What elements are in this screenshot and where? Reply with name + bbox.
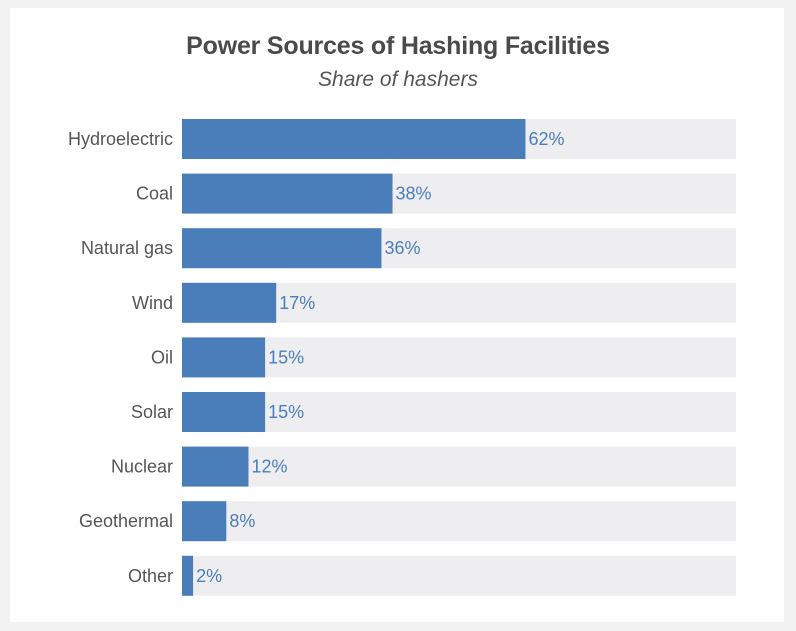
bar-geothermal	[182, 501, 227, 542]
value-label-solar: 15%	[268, 402, 304, 422]
category-label-other: Other	[128, 566, 173, 586]
value-label-oil: 15%	[268, 347, 304, 367]
value-label-nuclear: 12%	[251, 457, 287, 477]
bar-wind	[182, 282, 277, 323]
bar-track-geothermal	[182, 501, 736, 542]
value-label-coal: 38%	[396, 184, 432, 204]
bar-track-oil	[182, 337, 736, 378]
bar-hydroelectric	[182, 119, 526, 159]
bar-nuclear	[182, 446, 249, 487]
category-label-geothermal: Geothermal	[79, 511, 173, 531]
value-label-geothermal: 8%	[229, 511, 255, 531]
category-label-oil: Oil	[151, 347, 173, 367]
category-label-wind: Wind	[132, 293, 173, 313]
bar-track-solar	[182, 392, 736, 432]
category-label-hydroelectric: Hydroelectric	[68, 129, 173, 149]
bar-oil	[182, 337, 266, 378]
value-label-other: 2%	[196, 566, 222, 586]
category-label-solar: Solar	[131, 402, 173, 422]
value-label-natural-gas: 36%	[384, 238, 420, 258]
bar-track-nuclear	[182, 446, 736, 487]
category-label-natural-gas: Natural gas	[81, 238, 173, 258]
chart-subtitle: Share of hashers	[318, 68, 478, 91]
bar-other	[182, 555, 194, 596]
category-label-coal: Coal	[136, 184, 173, 204]
bar-coal	[182, 173, 393, 214]
category-label-nuclear: Nuclear	[111, 457, 173, 477]
bar-track-other	[182, 555, 736, 596]
bar-solar	[182, 392, 266, 432]
value-label-hydroelectric: 62%	[528, 129, 564, 149]
bar-natural-gas	[182, 228, 382, 269]
chart-title: Power Sources of Hashing Facilities	[186, 32, 610, 60]
value-label-wind: 17%	[279, 293, 315, 313]
